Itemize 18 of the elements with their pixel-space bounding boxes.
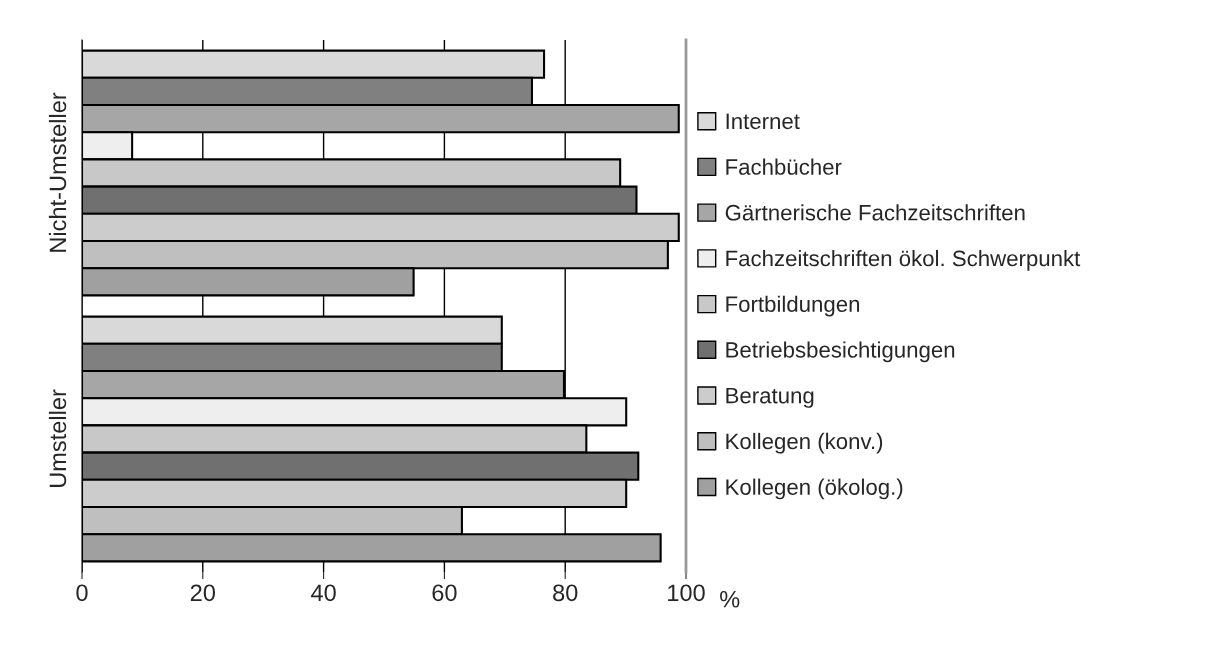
- legend-label: Gärtnerische Fachzeitschriften: [725, 204, 1025, 221]
- y-tick-label: Umsteller: [48, 389, 67, 488]
- legend-label: Beratung: [726, 387, 814, 408]
- legend-label: Kollegen (ökolog.): [726, 478, 903, 500]
- x-tick-label: 40: [311, 584, 336, 602]
- x-tick-label: 100: [668, 584, 705, 602]
- x-axis-title: %: [720, 590, 740, 608]
- legend-label: Fachbücher: [726, 158, 842, 175]
- legend-label: Fortbildungen: [726, 295, 860, 317]
- x-tick-label: 0: [76, 584, 88, 602]
- x-tick-label: 60: [432, 584, 457, 602]
- legend-label: Betriebsbesichtigungen: [726, 341, 955, 363]
- legend-label: Fachzeitschriften ökol. Schwerpunkt: [726, 249, 1081, 271]
- x-tick-label: 80: [553, 584, 578, 602]
- x-tick-label: 20: [190, 584, 216, 602]
- y-tick-label: Nicht-Umsteller: [48, 92, 67, 252]
- legend-label: Internet: [726, 113, 800, 130]
- legend-label: Kollegen (konv.): [726, 432, 883, 454]
